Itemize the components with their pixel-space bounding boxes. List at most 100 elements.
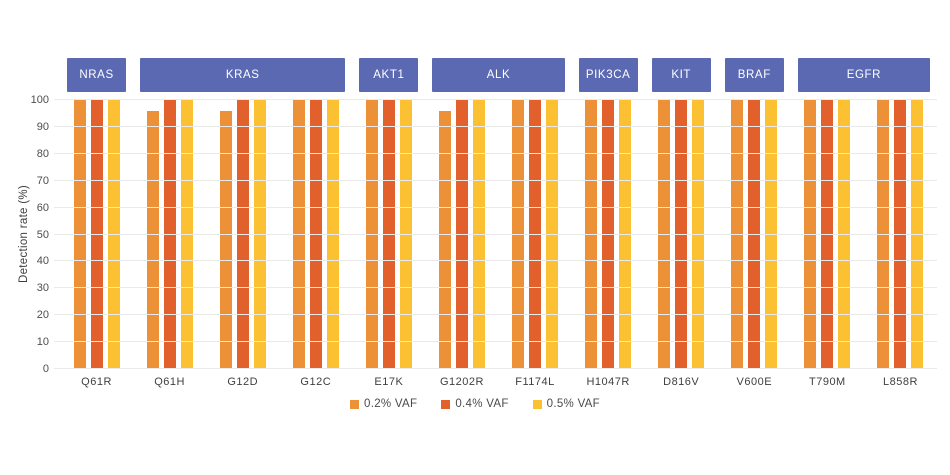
y-tick-label-90: 90 xyxy=(36,120,49,133)
gridline-90 xyxy=(54,125,937,127)
bar-t790m-0.5%-vaf xyxy=(838,100,851,369)
gridline-0 xyxy=(54,368,937,369)
x-tick-label-d816v: D816V xyxy=(663,376,700,388)
bar-g12d-0.5%-vaf xyxy=(253,100,266,369)
x-tick-label-g12d: G12D xyxy=(227,376,259,388)
bar-g1202r-0.4%-vaf xyxy=(455,100,468,369)
bar-e17k-0.4%-vaf xyxy=(382,100,395,369)
bar-l858r-0.5%-vaf xyxy=(911,100,924,369)
bar-group-q61r xyxy=(60,100,133,369)
gridline-20 xyxy=(54,314,937,316)
bar-g1202r-0.2%-vaf xyxy=(438,110,451,369)
bar-g1202r-0.5%-vaf xyxy=(472,100,485,369)
gene-box-egfr: EGFR xyxy=(797,58,930,92)
y-tick-label-20: 20 xyxy=(36,309,49,322)
x-tick-label-h1047r: H1047R xyxy=(586,376,630,388)
bar-q61h-0.5%-vaf xyxy=(180,100,193,369)
legend-swatch-icon xyxy=(441,399,451,409)
y-tick-label-60: 60 xyxy=(36,201,49,214)
bar-g12d-0.2%-vaf xyxy=(219,110,232,369)
bar-group-v600e xyxy=(718,100,791,369)
x-tick-label-q61r: Q61R xyxy=(81,376,112,388)
gridline-10 xyxy=(54,341,937,343)
bar-q61r-0.4%-vaf xyxy=(90,100,103,369)
gridline-70 xyxy=(54,179,937,181)
bar-t790m-0.2%-vaf xyxy=(804,100,817,369)
bar-group-h1047r xyxy=(572,100,645,369)
legend-item-0.5%-vaf: 0.5% VAF xyxy=(532,398,600,410)
gridline-40 xyxy=(54,260,937,262)
gridline-30 xyxy=(54,287,937,289)
y-axis-title: Detection rate (%) xyxy=(18,184,30,284)
bars-layer xyxy=(60,100,937,369)
bar-g12d-0.4%-vaf xyxy=(236,100,249,369)
bar-h1047r-0.5%-vaf xyxy=(619,100,632,369)
bar-g12c-0.2%-vaf xyxy=(292,100,305,369)
gridline-60 xyxy=(54,206,937,208)
bar-d816v-0.5%-vaf xyxy=(692,100,705,369)
bar-d816v-0.2%-vaf xyxy=(658,100,671,369)
bar-q61r-0.5%-vaf xyxy=(107,100,120,369)
bar-e17k-0.2%-vaf xyxy=(365,100,378,369)
bar-group-g1202r xyxy=(425,100,498,369)
bar-d816v-0.4%-vaf xyxy=(675,100,688,369)
gene-box-braf: BRAF xyxy=(724,58,784,92)
bar-h1047r-0.2%-vaf xyxy=(585,100,598,369)
y-tick-label-80: 80 xyxy=(36,147,49,160)
legend-item-label: 0.5% VAF xyxy=(546,398,600,410)
bar-g12c-0.5%-vaf xyxy=(326,100,339,369)
bar-q61r-0.2%-vaf xyxy=(73,100,86,369)
x-tick-label-t790m: T790M xyxy=(808,376,846,388)
y-tick-label-10: 10 xyxy=(36,336,49,349)
legend-swatch-icon xyxy=(532,399,542,409)
bar-f1174l-0.4%-vaf xyxy=(529,100,542,369)
x-tick-label-l858r: L858R xyxy=(882,376,918,388)
legend-item-label: 0.2% VAF xyxy=(364,398,418,410)
bar-group-l858r xyxy=(864,100,937,369)
gene-box-pik3ca: PIK3CA xyxy=(578,58,638,92)
y-tick-label-70: 70 xyxy=(36,174,49,187)
gene-group-band: NRAS KRAS AKT1 ALK PIK3CA KIT BRAF EGFR xyxy=(60,58,937,92)
plot-region: NRAS KRAS AKT1 ALK PIK3CA KIT BRAF EGFR 0 10 20 30… xyxy=(31,58,937,388)
gene-box-akt1: AKT1 xyxy=(359,58,419,92)
x-tick-label-g12c: G12C xyxy=(300,376,332,388)
gene-box-alk: ALK xyxy=(432,58,565,92)
bar-f1174l-0.5%-vaf xyxy=(546,100,559,369)
legend-item-0.4%-vaf: 0.4% VAF xyxy=(441,398,508,410)
legend: 0.2% VAF 0.4% VAF 0.5% VAF xyxy=(0,398,950,410)
x-tick-label-g1202r: G1202R xyxy=(439,376,484,388)
bar-t790m-0.4%-vaf xyxy=(821,100,834,369)
bar-group-t790m xyxy=(791,100,864,369)
bar-f1174l-0.2%-vaf xyxy=(512,100,525,369)
gene-box-nras: NRAS xyxy=(67,58,127,92)
y-tick-label-0: 0 xyxy=(42,363,49,375)
gene-box-kit: KIT xyxy=(651,58,711,92)
bar-q61h-0.2%-vaf xyxy=(146,110,159,369)
bar-q61h-0.4%-vaf xyxy=(163,100,176,369)
bar-e17k-0.5%-vaf xyxy=(399,100,412,369)
bar-h1047r-0.4%-vaf xyxy=(602,100,615,369)
bar-group-f1174l xyxy=(499,100,572,369)
bar-l858r-0.4%-vaf xyxy=(894,100,907,369)
x-tick-label-e17k: E17K xyxy=(374,376,404,388)
plot-area: 0 10 20 30 40 50 60 70 80 90 100 xyxy=(31,94,937,375)
legend-swatch-icon xyxy=(350,399,359,409)
bar-group-e17k xyxy=(352,100,425,369)
bar-group-g12d xyxy=(206,100,279,369)
bar-v600e-0.4%-vaf xyxy=(748,100,761,369)
bar-v600e-0.5%-vaf xyxy=(765,100,778,369)
bar-group-g12c xyxy=(279,100,352,369)
bar-v600e-0.2%-vaf xyxy=(731,100,744,369)
bar-group-q61h xyxy=(133,100,206,369)
x-tick-label-v600e: V600E xyxy=(736,376,773,388)
gridline-100 xyxy=(54,99,937,100)
bar-group-d816v xyxy=(645,100,718,369)
y-tick-label-40: 40 xyxy=(36,255,49,268)
bar-g12c-0.4%-vaf xyxy=(309,100,322,369)
gridline-80 xyxy=(54,152,937,154)
x-tick-label-q61h: Q61H xyxy=(154,376,185,388)
gene-box-kras: KRAS xyxy=(140,58,346,92)
y-tick-label-50: 50 xyxy=(36,228,49,241)
bar-l858r-0.2%-vaf xyxy=(877,100,890,369)
legend-item-label: 0.4% VAF xyxy=(455,398,509,410)
